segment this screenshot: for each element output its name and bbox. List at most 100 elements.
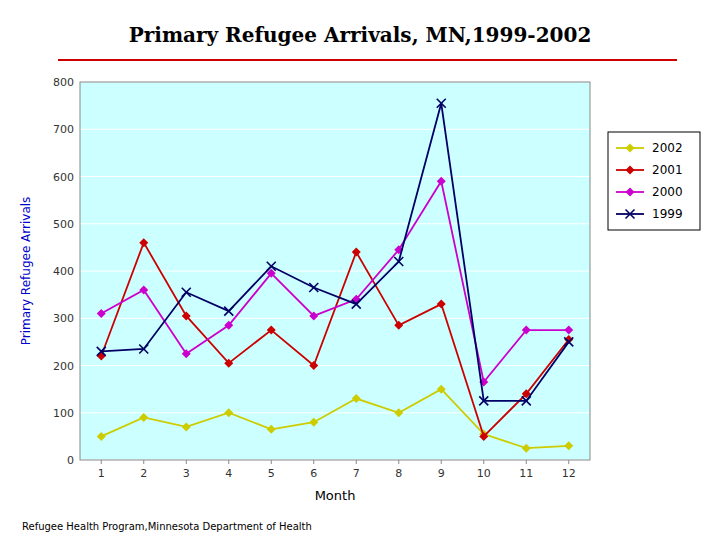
data-point: [479, 432, 488, 441]
marker-stroke: [394, 257, 403, 266]
data-point: [309, 361, 318, 370]
data-point: [479, 396, 488, 405]
marker-stroke: [522, 396, 531, 405]
data-point: [522, 444, 531, 453]
data-point: [97, 432, 106, 441]
x-tick: [483, 460, 484, 464]
y-axis-label: Primary Refugee Arrivals: [19, 197, 33, 346]
data-point: [224, 307, 233, 316]
legend-marker: [626, 144, 635, 153]
data-point: [182, 349, 191, 358]
marker-stroke: [626, 210, 635, 219]
y-tick-label: 200: [53, 360, 74, 373]
x-tick-label: 4: [225, 467, 232, 480]
x-tick: [568, 460, 569, 464]
grid-line: [80, 176, 590, 177]
data-point: [309, 283, 318, 292]
x-tick-label: 3: [183, 467, 190, 480]
x-tick: [441, 460, 442, 464]
marker-stroke: [267, 262, 276, 271]
data-point: [522, 396, 531, 405]
x-tick: [398, 460, 399, 464]
y-tick-label: 400: [53, 265, 74, 278]
legend: 2002200120001999: [608, 132, 700, 230]
data-point: [352, 300, 361, 309]
data-point: [139, 413, 148, 422]
marker-stroke: [352, 300, 361, 309]
y-tick-label: 600: [53, 171, 74, 184]
data-point: [564, 337, 573, 346]
marker-stroke: [224, 307, 233, 316]
x-tick-label: 1: [98, 467, 105, 480]
x-tick: [313, 460, 314, 464]
marker-stroke: [479, 396, 488, 405]
data-point: [182, 311, 191, 320]
data-point: [267, 262, 276, 271]
marker-stroke: [394, 257, 403, 266]
data-point: [182, 288, 191, 297]
marker-stroke: [182, 288, 191, 297]
data-point: [522, 326, 531, 335]
x-tick-label: 8: [395, 467, 402, 480]
x-tick-label: 6: [310, 467, 317, 480]
data-point: [139, 238, 148, 247]
marker-stroke: [139, 344, 148, 353]
marker-stroke: [437, 99, 446, 108]
data-point: [437, 385, 446, 394]
data-point: [267, 326, 276, 335]
marker-stroke: [97, 347, 106, 356]
data-point: [139, 285, 148, 294]
y-tick-label: 700: [53, 123, 74, 136]
legend-box: [608, 132, 700, 230]
data-point: [352, 248, 361, 257]
data-point: [394, 408, 403, 417]
data-point: [97, 309, 106, 318]
data-point: [182, 422, 191, 431]
x-tick-label: 12: [562, 467, 576, 480]
grid-line: [80, 365, 590, 366]
legend-label: 2000: [652, 185, 683, 199]
data-point: [394, 321, 403, 330]
data-point: [267, 425, 276, 434]
data-point: [224, 321, 233, 330]
series-line: [101, 103, 569, 401]
series-line: [101, 243, 569, 437]
marker-stroke: [437, 99, 446, 108]
x-tick: [228, 460, 229, 464]
legend-label: 2002: [652, 141, 683, 155]
data-point: [309, 311, 318, 320]
marker-stroke: [309, 283, 318, 292]
data-point: [437, 99, 446, 108]
y-tick-label: 500: [53, 218, 74, 231]
x-tick: [186, 460, 187, 464]
x-tick-label: 5: [268, 467, 275, 480]
data-point: [224, 359, 233, 368]
plot-background: [80, 82, 590, 460]
y-tick-label: 100: [53, 407, 74, 420]
x-tick: [526, 460, 527, 464]
x-tick-label: 7: [353, 467, 360, 480]
series-line: [101, 389, 569, 448]
series-group: [97, 99, 574, 453]
y-tick-label: 800: [53, 76, 74, 89]
marker-stroke: [352, 300, 361, 309]
legend-marker: [626, 210, 635, 219]
grid-line: [80, 223, 590, 224]
data-point: [437, 300, 446, 309]
marker-stroke: [309, 283, 318, 292]
grid-line: [80, 412, 590, 413]
marker-stroke: [626, 210, 635, 219]
marker-stroke: [97, 347, 106, 356]
x-tick: [356, 460, 357, 464]
marker-stroke: [224, 307, 233, 316]
title: Primary Refugee Arrivals, MN,1999-2002: [129, 23, 592, 47]
x-tick: [271, 460, 272, 464]
data-point: [564, 441, 573, 450]
x-tick-label: 10: [477, 467, 491, 480]
marker-stroke: [182, 288, 191, 297]
x-tick: [101, 460, 102, 464]
data-point: [224, 408, 233, 417]
data-point: [309, 418, 318, 427]
footer-note: Refugee Health Program,Minnesota Departm…: [22, 521, 312, 532]
data-point: [97, 347, 106, 356]
